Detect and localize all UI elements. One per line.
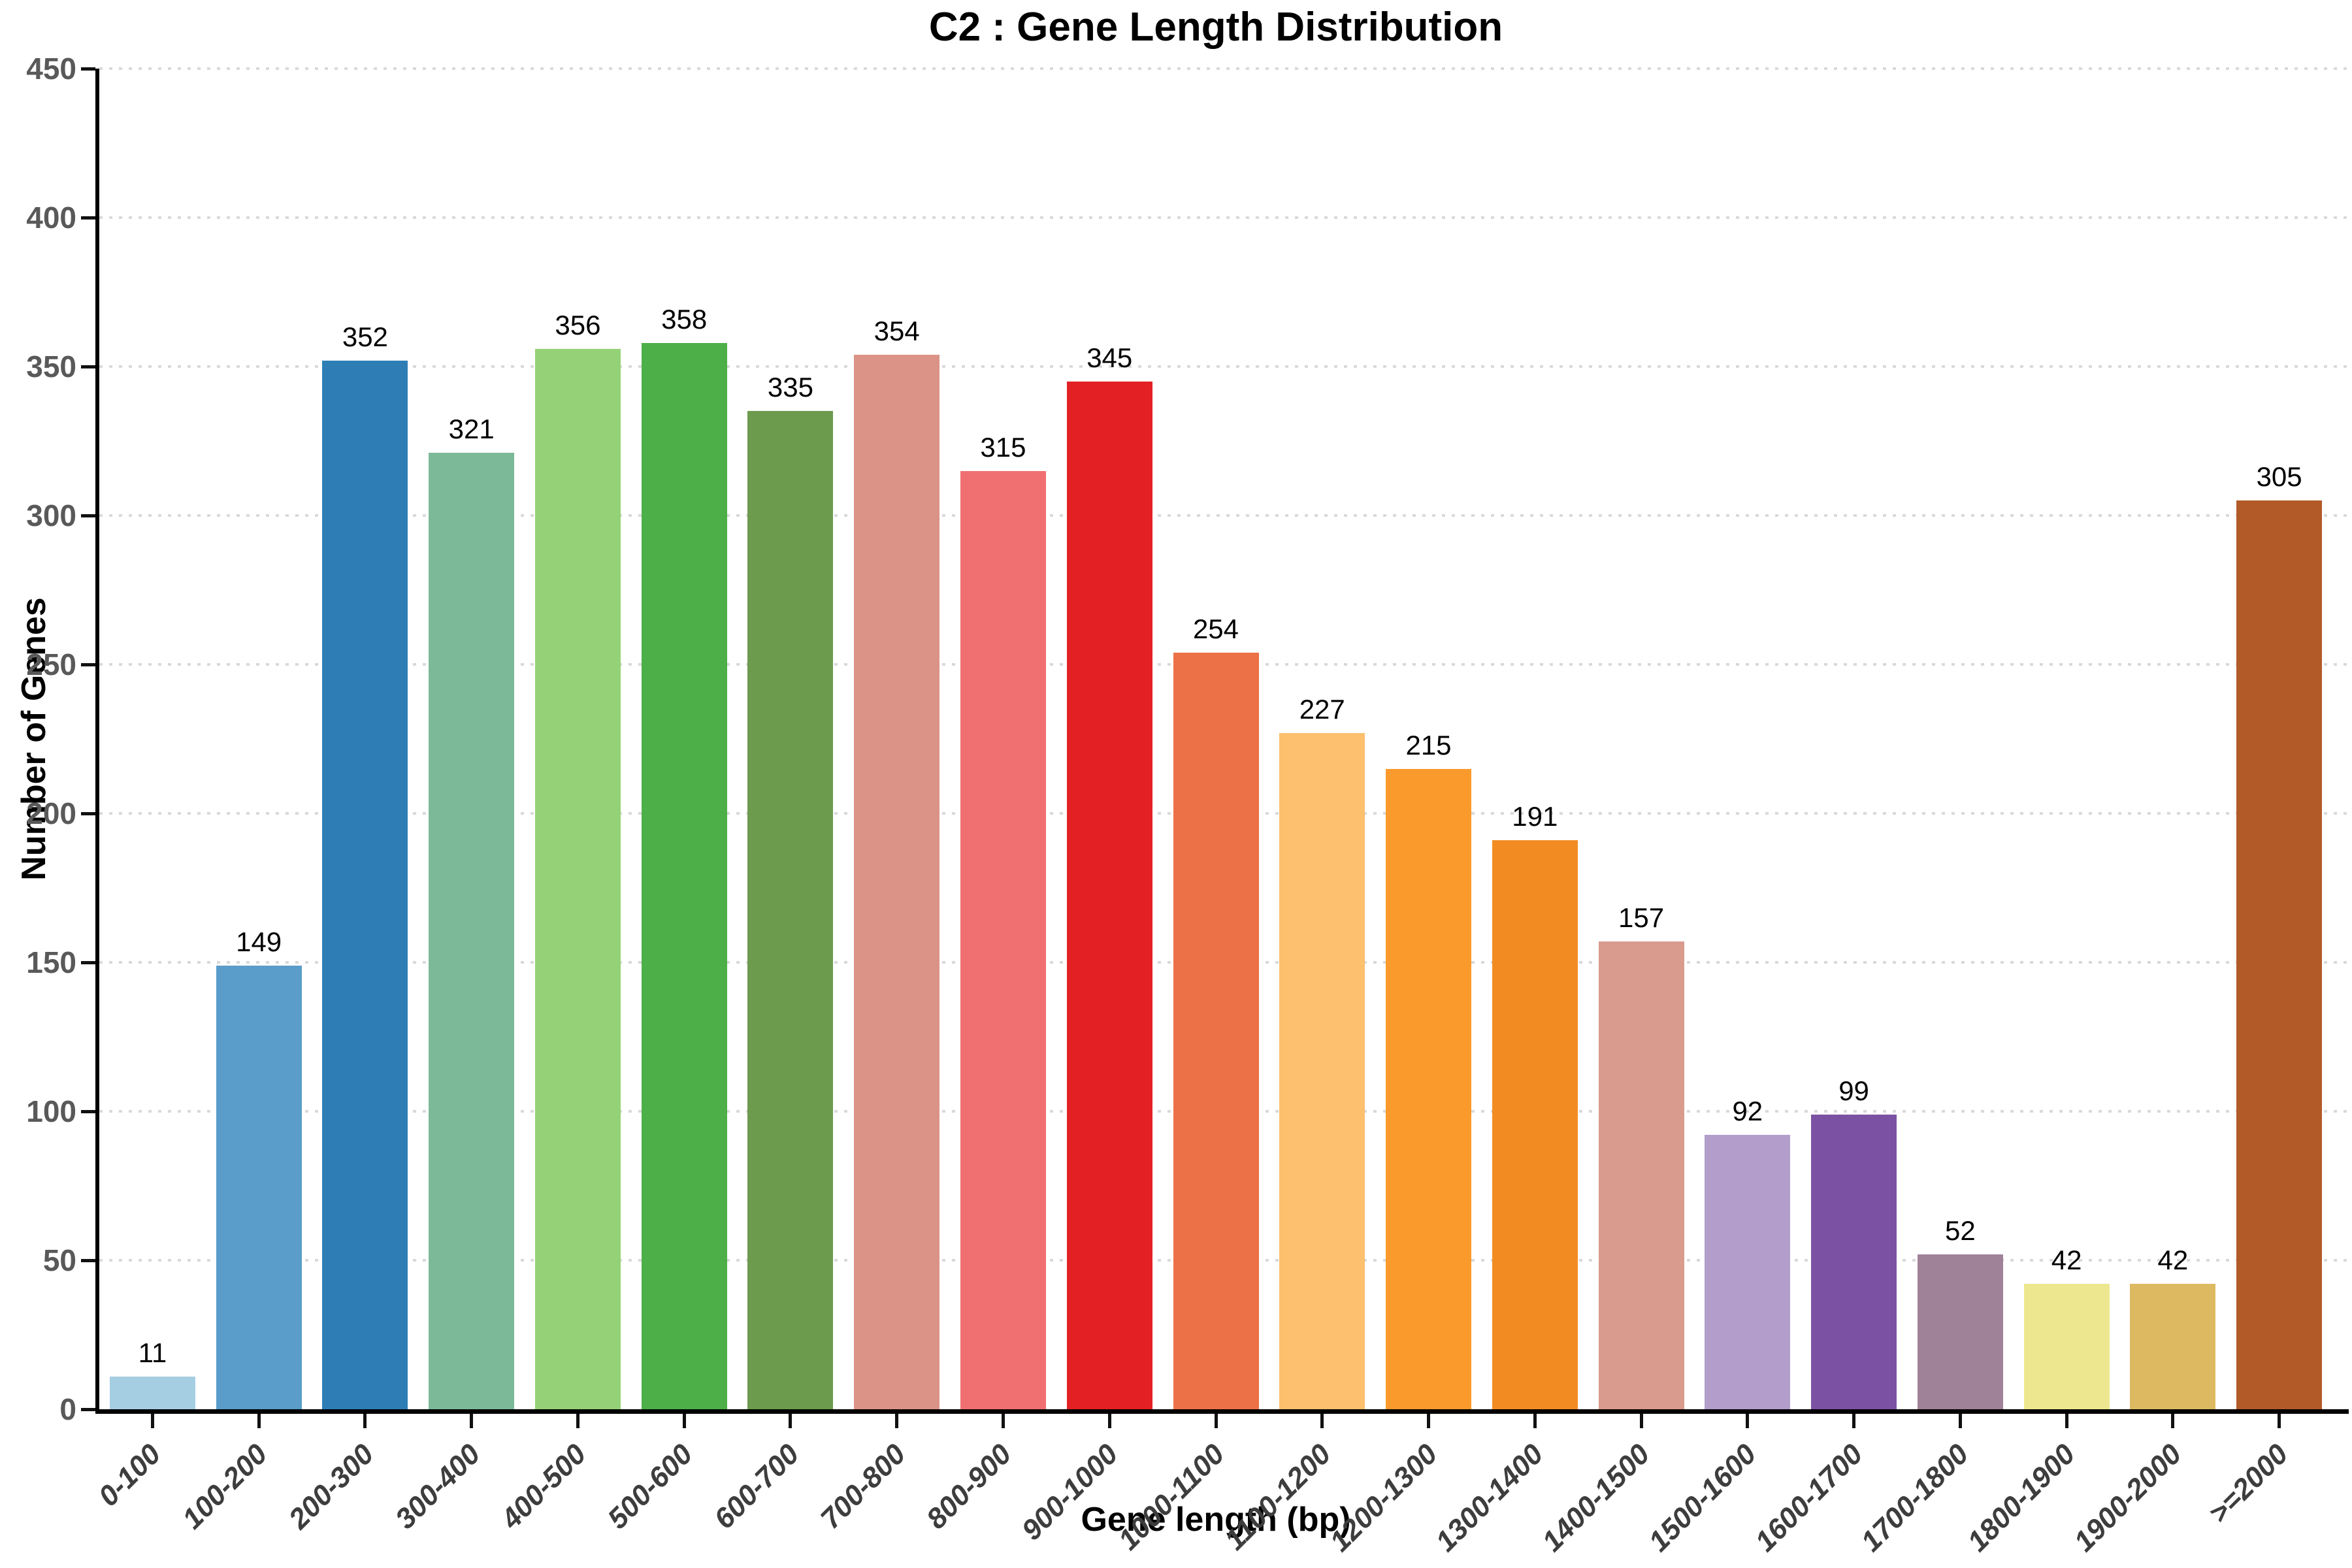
x-tick-1400-1500 [1639,1414,1643,1428]
y-tick-450 [81,67,95,71]
bar-1500-1600 [1705,1135,1791,1409]
x-tick-900-1000 [1107,1414,1111,1428]
bar-value-1300-1400: 191 [1512,801,1558,832]
y-tick-100 [81,1109,95,1113]
bar-900-1000 [1066,381,1152,1409]
x-tick-100-200 [257,1414,261,1428]
x-tick->=2000 [2278,1414,2281,1428]
bar-value-300-400: 321 [448,414,495,445]
gridline-450 [99,67,2349,70]
bar-1000-1100 [1173,652,1259,1409]
x-tick-1700-1800 [1958,1414,1962,1428]
bar-value-100-200: 149 [236,926,282,957]
y-tick-label-400: 400 [26,201,76,235]
gridline-400 [99,216,2349,219]
bar-value-1200-1300: 215 [1405,729,1452,760]
x-tick-800-900 [1001,1414,1005,1428]
bar-400-500 [534,348,621,1409]
plot-area: 0 50 100 150 200 250 300 350 400 450 11 0-100 149 100… [26,54,2349,1558]
bar-value-500-600: 358 [661,303,708,335]
chart-title: C2 : Gene Length Distribution [928,5,1503,50]
bar-value-200-300: 352 [342,321,388,352]
bar-value-1800-1900: 42 [2051,1245,2082,1276]
bar->=2000 [2236,500,2323,1409]
bar-value-0-100: 11 [138,1337,167,1368]
x-tick-0-100 [150,1414,154,1428]
y-tick-label-150: 150 [26,945,76,979]
bar-100-200 [216,965,302,1409]
y-tick-150 [81,960,95,964]
bar-1600-1700 [1811,1114,1897,1409]
y-tick-label-200: 200 [26,796,76,830]
x-tick-200-300 [363,1414,367,1428]
y-tick-label-250: 250 [26,647,76,681]
x-tick-1500-1600 [1746,1414,1750,1428]
bar-value-700-800: 354 [874,315,920,346]
x-tick-1900-2000 [2171,1414,2175,1428]
y-axis-spine [95,69,99,1414]
bar-value-800-900: 315 [980,431,1026,463]
bar-1400-1500 [1598,941,1684,1409]
bar-1900-2000 [2130,1284,2216,1409]
y-tick-label-0: 0 [59,1392,76,1426]
bar-value-1100-1200: 227 [1299,693,1345,725]
bar-0-100 [109,1376,195,1409]
bar-600-700 [747,411,834,1409]
x-tick-1800-1900 [2065,1414,2068,1428]
bar-200-300 [322,360,408,1409]
y-tick-label-50: 50 [42,1243,76,1277]
x-axis-spine [95,1409,2349,1414]
y-tick-350 [81,365,95,368]
bar-300-400 [429,453,515,1409]
bar-value-400-500: 356 [555,309,601,340]
bar-800-900 [960,470,1046,1409]
bar-value-900-1000: 345 [1086,342,1133,373]
bar-700-800 [854,354,940,1409]
bar-value-600-700: 335 [767,372,813,403]
gridline-300 [99,514,2349,517]
bar-1200-1300 [1386,768,1472,1409]
x-tick-600-700 [789,1414,792,1428]
y-tick-250 [81,662,95,666]
bar-1100-1200 [1279,732,1365,1409]
bar-value->=2000: 305 [2256,461,2302,493]
y-tick-0 [81,1407,95,1411]
y-tick-200 [81,811,95,815]
bar-500-600 [641,342,727,1409]
y-tick-label-450: 450 [26,52,76,86]
x-tick-400-500 [576,1414,580,1428]
y-tick-50 [81,1258,95,1262]
x-tick-500-600 [682,1414,686,1428]
bar-value-1400-1500: 157 [1618,902,1665,934]
y-tick-300 [81,514,95,517]
x-tick-1100-1200 [1320,1414,1324,1428]
bar-1700-1800 [1917,1254,2003,1409]
bar-1300-1400 [1492,840,1578,1409]
x-tick-1000-1100 [1214,1414,1218,1428]
y-tick-label-100: 100 [26,1094,76,1128]
y-tick-label-350: 350 [26,350,76,384]
bar-value-1900-2000: 42 [2157,1245,2189,1276]
bar-value-1600-1700: 99 [1838,1075,1869,1106]
x-axis-title: Gene length (bp) [1081,1501,1351,1539]
y-axis-title: Number of Genes [15,597,53,881]
x-tick-1200-1300 [1427,1414,1431,1428]
bar-1800-1900 [2023,1284,2110,1409]
bar-value-1700-1800: 52 [1944,1215,1976,1246]
y-tick-400 [81,216,95,220]
y-tick-label-300: 300 [26,498,76,532]
x-tick-1600-1700 [1852,1414,1856,1428]
gridline-350 [99,365,2349,368]
x-tick-700-800 [895,1414,899,1428]
bar-value-1500-1600: 92 [1732,1096,1763,1127]
x-tick-1300-1400 [1533,1414,1537,1428]
bar-value-1000-1100: 254 [1192,613,1239,644]
x-tick-300-400 [470,1414,474,1428]
